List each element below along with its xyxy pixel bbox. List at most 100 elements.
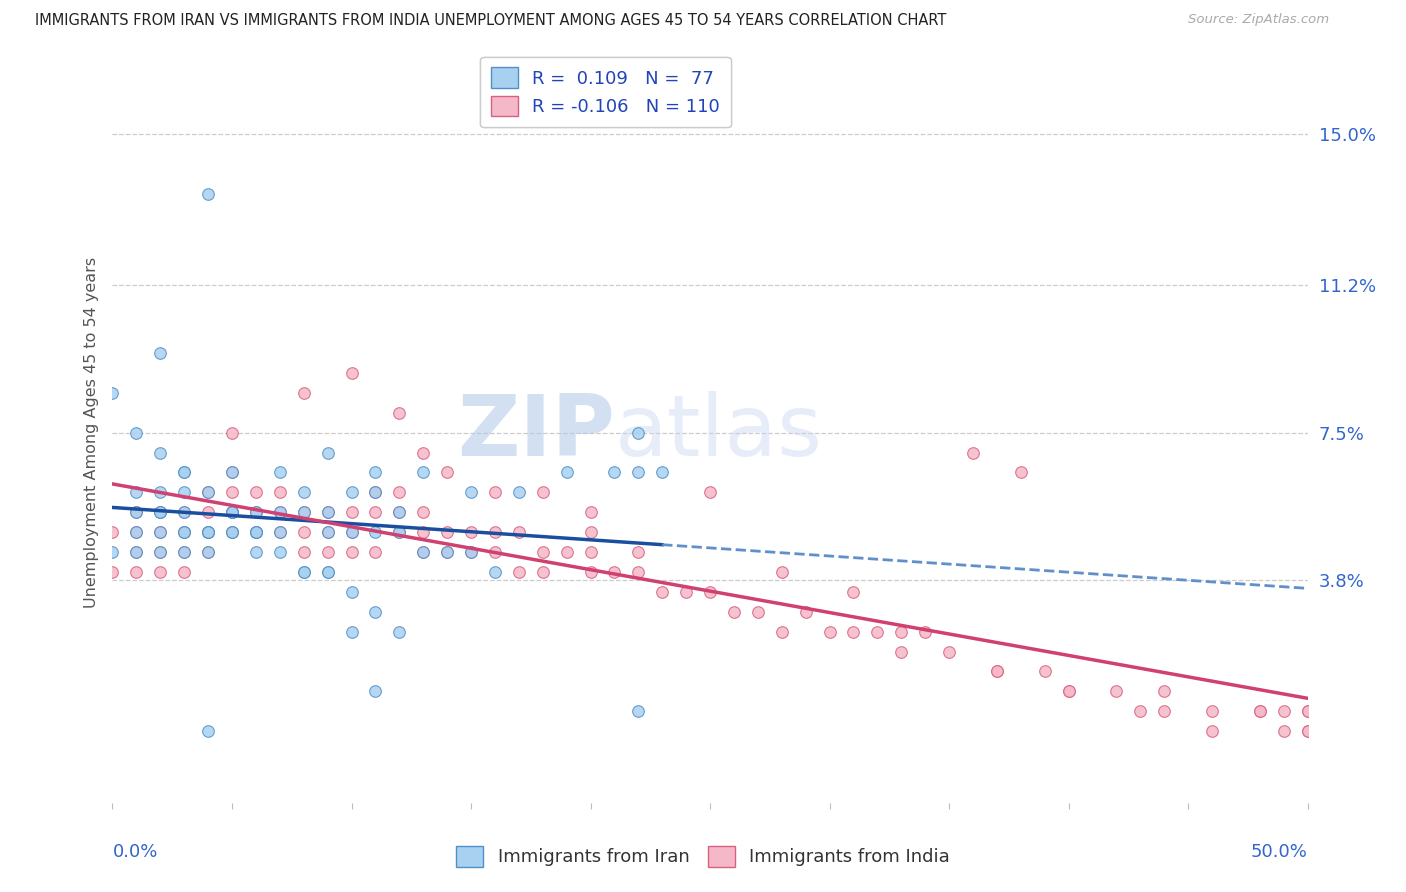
Point	[579, 545, 602, 559]
Point	[364, 545, 387, 559]
Point	[747, 605, 769, 619]
Point	[531, 545, 554, 559]
Point	[197, 525, 219, 540]
Point	[842, 584, 865, 599]
Point	[245, 485, 267, 500]
Point	[412, 505, 434, 519]
Point	[245, 505, 267, 519]
Point	[245, 545, 267, 559]
Point	[149, 525, 172, 540]
Point	[388, 406, 411, 420]
Point	[770, 565, 793, 579]
Point	[364, 485, 387, 500]
Point	[221, 505, 243, 519]
Point	[699, 485, 721, 500]
Point	[197, 485, 219, 500]
Point	[675, 584, 697, 599]
Point	[412, 545, 434, 559]
Point	[1129, 704, 1152, 718]
Point	[1057, 684, 1080, 698]
Point	[292, 545, 315, 559]
Point	[436, 466, 458, 480]
Point	[508, 485, 530, 500]
Point	[460, 545, 482, 559]
Point	[436, 525, 458, 540]
Point	[364, 466, 387, 480]
Point	[316, 445, 339, 459]
Point	[866, 624, 889, 639]
Point	[316, 525, 339, 540]
Point	[890, 644, 912, 658]
Point	[197, 724, 219, 739]
Legend: Immigrants from Iran, Immigrants from India: Immigrants from Iran, Immigrants from In…	[449, 838, 957, 874]
Point	[245, 525, 267, 540]
Text: 50.0%: 50.0%	[1251, 843, 1308, 861]
Text: 0.0%: 0.0%	[112, 843, 157, 861]
Point	[1201, 704, 1223, 718]
Point	[269, 505, 291, 519]
Point	[173, 485, 195, 500]
Point	[651, 584, 673, 599]
Point	[340, 624, 363, 639]
Point	[125, 565, 148, 579]
Text: Source: ZipAtlas.com: Source: ZipAtlas.com	[1188, 13, 1329, 27]
Point	[316, 545, 339, 559]
Point	[269, 485, 291, 500]
Point	[340, 525, 363, 540]
Text: ZIP: ZIP	[457, 391, 614, 475]
Point	[460, 525, 482, 540]
Point	[460, 485, 482, 500]
Point	[627, 425, 650, 440]
Point	[221, 466, 243, 480]
Point	[269, 505, 291, 519]
Point	[245, 525, 267, 540]
Point	[412, 545, 434, 559]
Point	[125, 525, 148, 540]
Point	[699, 584, 721, 599]
Point	[484, 545, 506, 559]
Point	[484, 565, 506, 579]
Point	[125, 525, 148, 540]
Point	[292, 505, 315, 519]
Text: IMMIGRANTS FROM IRAN VS IMMIGRANTS FROM INDIA UNEMPLOYMENT AMONG AGES 45 TO 54 Y: IMMIGRANTS FROM IRAN VS IMMIGRANTS FROM …	[35, 13, 946, 29]
Point	[221, 485, 243, 500]
Point	[340, 545, 363, 559]
Point	[388, 505, 411, 519]
Point	[914, 624, 936, 639]
Point	[412, 525, 434, 540]
Point	[1153, 704, 1175, 718]
Point	[508, 565, 530, 579]
Point	[1153, 684, 1175, 698]
Point	[173, 466, 195, 480]
Point	[627, 545, 650, 559]
Point	[340, 485, 363, 500]
Point	[125, 545, 148, 559]
Point	[340, 584, 363, 599]
Point	[1010, 466, 1032, 480]
Point	[962, 445, 984, 459]
Point	[1033, 665, 1056, 679]
Point	[436, 545, 458, 559]
Point	[173, 525, 195, 540]
Point	[292, 565, 315, 579]
Point	[316, 505, 339, 519]
Point	[1249, 704, 1271, 718]
Point	[531, 565, 554, 579]
Point	[101, 385, 124, 400]
Point	[221, 525, 243, 540]
Point	[245, 505, 267, 519]
Y-axis label: Unemployment Among Ages 45 to 54 years: Unemployment Among Ages 45 to 54 years	[83, 257, 98, 608]
Point	[316, 525, 339, 540]
Point	[197, 525, 219, 540]
Point	[986, 665, 1008, 679]
Point	[125, 505, 148, 519]
Point	[938, 644, 960, 658]
Point	[292, 565, 315, 579]
Point	[842, 624, 865, 639]
Point	[245, 525, 267, 540]
Point	[723, 605, 745, 619]
Point	[986, 665, 1008, 679]
Point	[627, 704, 650, 718]
Point	[1272, 704, 1295, 718]
Point	[149, 505, 172, 519]
